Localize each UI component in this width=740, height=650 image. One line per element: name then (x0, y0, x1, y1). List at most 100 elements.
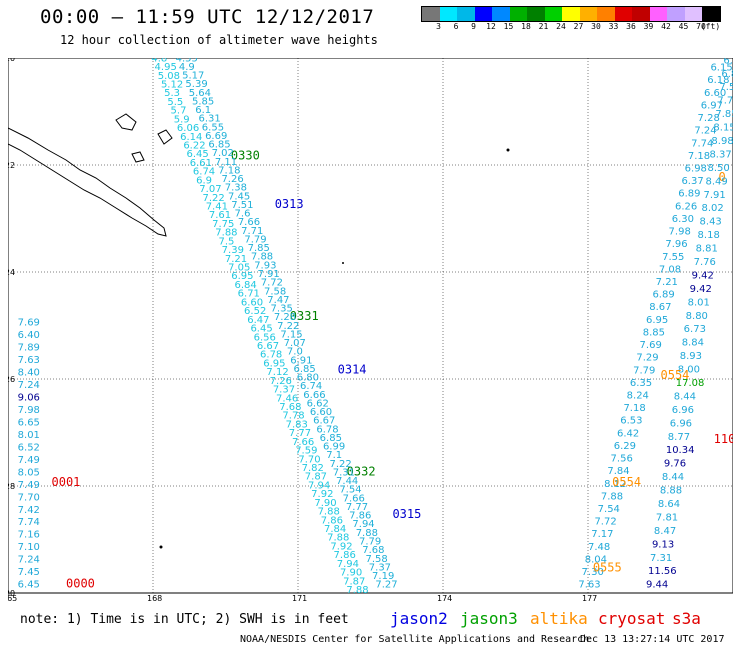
wave-height-value: 7.94 (352, 519, 374, 530)
wave-height-value: 7.26 (221, 174, 243, 185)
wave-height-value: 5.9 (174, 114, 190, 125)
wave-height-value: 8.88 (660, 486, 682, 497)
wave-height-value: 8.84 (682, 338, 704, 349)
wave-height-value: 8.15 (713, 123, 733, 134)
wave-height-value: 7.66 (238, 217, 260, 228)
wave-height-value: 7.07 (284, 338, 306, 349)
legend-label: 24 (556, 22, 566, 31)
wave-height-value: 4.95 (155, 62, 177, 73)
wave-height-value: 6.67 (313, 416, 335, 427)
pass-time-label: 0312 (218, 58, 247, 61)
lat-label: -28 (8, 482, 15, 491)
wave-height-value: 6.18 (707, 75, 729, 86)
wave-height-value: 7.79 (244, 234, 266, 245)
wave-height-value: 7.90 (314, 498, 336, 509)
wave-height-value: 7.18 (623, 403, 645, 414)
wave-height-value: 7.93 (254, 260, 276, 271)
wave-height-value: 7.37 (369, 562, 391, 573)
legend-swatch (544, 7, 562, 21)
wave-height-value: 7.44 (336, 476, 358, 487)
legend-label: 3 (436, 22, 441, 31)
generated-timestamp: Dec 13 13:27:14 UTC 2017 (580, 634, 725, 645)
wave-height-value: 5.12 (161, 80, 183, 91)
legend-swatch (649, 7, 667, 21)
wave-height-value: 8.43 (700, 217, 722, 228)
wave-height-value: 7.24 (18, 555, 40, 566)
wave-height-value: 7.18 (218, 165, 240, 176)
legend-swatch (632, 7, 650, 21)
legend-swatch (614, 7, 632, 21)
legend-label: 18 (521, 22, 531, 31)
wave-height-value: 7.94 (308, 480, 330, 491)
wave-height-value: 5.7 (171, 106, 187, 117)
wave-height-value: 6.37 (681, 176, 703, 187)
wave-height-value: 8.44 (674, 391, 696, 402)
wave-height-value: 7.86 (321, 515, 343, 526)
wave-height-value: 6.52 (18, 442, 40, 453)
wave-height-value: 8.24 (627, 390, 649, 401)
pass-time-label: 110 (714, 432, 733, 446)
wave-height-value: 7.88 (356, 528, 378, 539)
map-frame (8, 58, 733, 594)
wave-height-value: 9.42 (690, 284, 712, 295)
legend-label: 12 (486, 22, 496, 31)
wave-height-value: 7.02 (212, 148, 234, 159)
wave-height-value: 7.5 (218, 236, 234, 247)
wave-height-value: 6.26 (675, 201, 697, 212)
legend-swatch (492, 7, 510, 21)
wave-height-value: 6.99 (323, 442, 345, 453)
legend-swatch (509, 7, 527, 21)
island-outline (115, 113, 137, 131)
wave-height-value: 7.50 (719, 82, 733, 93)
wave-height-value: 6.29 (614, 441, 636, 452)
legend-label: 30 (591, 22, 601, 31)
lat-label: -22 (8, 161, 15, 170)
wave-height-value: 7.19 (372, 571, 394, 582)
wave-height-value: 7.27 (375, 580, 397, 591)
satellite-jason3: jason3 (460, 609, 518, 628)
wave-height-value: 7.85 (715, 109, 733, 120)
wave-height-value: 6.71 (238, 289, 260, 300)
wave-height-value: 7.51 (231, 200, 253, 211)
wave-height-value: 8.12 (604, 479, 626, 490)
pass-time-label: 0 (719, 170, 726, 184)
wave-height-value: 7.98 (669, 227, 691, 238)
wave-height-value: 6.30 (672, 214, 694, 225)
wave-height-value: 7.38 (225, 183, 247, 194)
wave-height-value: 7.31 (333, 467, 355, 478)
wave-height-value: 7.10 (18, 542, 40, 553)
wave-height-value: 6.55 (202, 122, 224, 133)
wave-height-value: 8.00 (678, 365, 700, 376)
wave-height-value: 6.97 (701, 100, 723, 111)
wave-height-value: 6.22 (183, 141, 205, 152)
satellite-altika: altika (530, 609, 588, 628)
wave-height-value: 6.47 (247, 315, 269, 326)
wave-height-value: 7.1 (326, 450, 342, 461)
map-title: 00:00 — 11:59 UTC 12/12/2017 (40, 6, 375, 28)
legend-swatch (684, 7, 702, 21)
wave-height-value: 6.66 (303, 390, 325, 401)
wave-height-value: 6.69 (205, 131, 227, 142)
wave-height-value: 7.55 (662, 252, 684, 263)
pass-time-label: 0554 (612, 475, 641, 489)
wave-height-value: 7.68 (362, 545, 384, 556)
wave-height-value: 7.24 (694, 126, 716, 137)
wave-height-value: 7.42 (18, 505, 40, 516)
wave-height-value: 7.92 (330, 541, 352, 552)
wave-height-value: 7.11 (215, 157, 237, 168)
wave-height-value: 6.78 (316, 424, 338, 435)
wave-height-value: 6.62 (307, 398, 329, 409)
wave-height-value: 6.74 (193, 167, 215, 178)
wave-height-value: 7.68 (279, 402, 301, 413)
wave-height-value: 7.0 (287, 347, 303, 358)
wave-height-value: 7.78 (282, 411, 304, 422)
wave-height-value: 7.79 (633, 365, 655, 376)
legend-label: 9 (471, 22, 476, 31)
wave-height-value: 6.89 (678, 189, 700, 200)
wave-height-value: 7.77 (289, 428, 311, 439)
legend-swatch (457, 7, 475, 21)
wave-height-value: 7.74 (18, 517, 40, 528)
lon-label: 165 (8, 594, 17, 603)
wave-height-value: 8.49 (705, 176, 727, 187)
wave-height-value: 10.34 (666, 445, 695, 456)
